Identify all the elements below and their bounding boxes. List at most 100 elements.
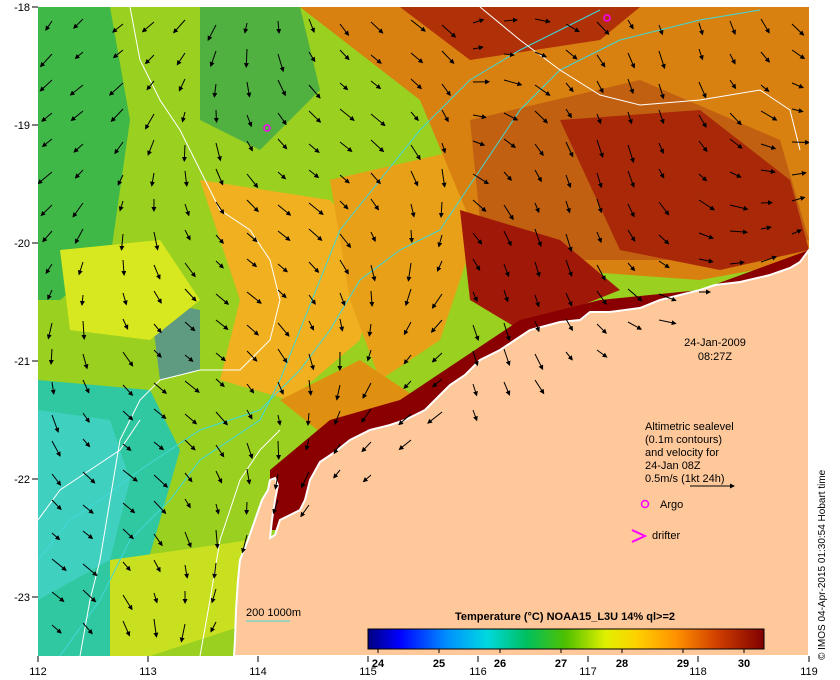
velocity-arrow [760, 110, 778, 121]
velocity-arrow [40, 204, 53, 217]
velocity-arrow [791, 229, 803, 235]
velocity-arrow [729, 20, 736, 35]
velocity-arrow [565, 141, 574, 158]
velocity-arrow [51, 440, 61, 457]
velocity-arrow [215, 234, 224, 244]
velocity-arrow [729, 204, 749, 211]
velocity-arrow [441, 83, 451, 97]
velocity-arrow [112, 49, 124, 59]
velocity-arrow [503, 79, 523, 87]
velocity-arrow [565, 318, 573, 332]
velocity-arrow [441, 50, 455, 65]
velocity-arrow [760, 18, 770, 34]
velocity-arrow [370, 231, 376, 242]
velocity-arrow [698, 81, 707, 99]
velocity-arrow [153, 500, 167, 515]
velocity-arrow [698, 140, 708, 153]
velocity-arrow [300, 504, 310, 518]
velocity-arrow [503, 138, 516, 149]
velocity-arrow [277, 171, 287, 180]
velocity-arrow [436, 260, 443, 272]
velocity-arrow [403, 321, 412, 336]
velocity-arrow [74, 51, 84, 60]
velocity-arrow [658, 109, 665, 125]
velocity-arrow [369, 290, 375, 307]
velocity-arrow [361, 408, 372, 423]
velocity-arrow [339, 174, 350, 184]
velocity-arrow [122, 502, 136, 514]
velocity-arrow [441, 24, 457, 38]
lat-tick-label: -20 [14, 238, 30, 250]
velocity-arrow [272, 499, 279, 515]
velocity-arrow [367, 323, 373, 337]
velocity-arrow [698, 258, 714, 264]
velocity-arrow [277, 53, 285, 73]
velocity-arrow [534, 228, 542, 247]
lat-tick-label: -23 [14, 592, 30, 604]
velocity-arrow [114, 141, 124, 155]
velocity-arrow [122, 443, 132, 451]
velocity-arrow [51, 473, 62, 486]
velocity-arrow [596, 80, 604, 94]
velocity-legend: Altimetric sealevel (0.1m contours) and … [246, 421, 735, 622]
velocity-arrow [215, 503, 220, 515]
velocity-arrow [277, 79, 286, 97]
velocity-arrow [277, 289, 287, 299]
velocity-arrow [42, 230, 53, 243]
velocity-arrow [596, 323, 607, 334]
velocity-arrow [181, 111, 186, 123]
velocity-arrow [565, 233, 573, 253]
velocity-arrow [503, 17, 518, 23]
velocity-arrow [82, 563, 98, 577]
velocity-arrow [153, 533, 163, 547]
velocity-arrow [246, 258, 258, 268]
velocity-arrow [406, 262, 412, 282]
velocity-arrow [176, 52, 186, 66]
velocity-arrow [212, 83, 218, 98]
velocity-arrow [565, 174, 572, 189]
velocity-arrow [82, 504, 94, 514]
velocity-arrow [698, 199, 715, 211]
velocity-arrow [277, 381, 284, 395]
velocity-arrow [534, 353, 544, 371]
velocity-arrow [627, 52, 636, 69]
velocity-arrow [38, 171, 53, 185]
velocity-arrow [243, 48, 249, 68]
velocity-arrow [441, 109, 449, 123]
velocity-arrow [122, 410, 134, 421]
velocity-arrow [370, 172, 381, 185]
colorbar-tick-label: 26 [494, 658, 506, 670]
lon-tick-label: 116 [469, 666, 487, 678]
velocity-arrow [658, 24, 664, 36]
velocity-arrow [627, 321, 643, 330]
velocity-arrow [658, 50, 666, 70]
velocity-arrow [339, 108, 355, 121]
velocity-arrow [215, 293, 230, 305]
velocity-arrow [791, 196, 806, 202]
lat-tick-label: -19 [14, 120, 30, 132]
velocity-arrow [658, 83, 665, 100]
velocity-arrow [308, 143, 320, 154]
velocity-arrow [410, 78, 422, 90]
legend-line-5: 0.5m/s (1kt 24h) [645, 473, 724, 485]
velocity-arrow [339, 82, 349, 91]
velocity-arrow [214, 529, 220, 549]
velocity-arrow [276, 414, 282, 426]
velocity-arrow [215, 470, 223, 484]
colorbar-tick-label: 29 [677, 658, 689, 670]
colorbar: Temperature (°C) NOAA15_L3U 14% ql>=2 24… [367, 611, 765, 670]
velocity-arrow [596, 172, 603, 189]
velocity-arrow [627, 229, 636, 242]
lon-tick-label: 112 [29, 666, 47, 678]
velocity-arrow [51, 499, 62, 511]
velocity-arrow [246, 383, 255, 394]
velocity-arrow [729, 229, 748, 235]
velocity-arrow [339, 141, 353, 152]
velocity-arrow [503, 230, 512, 247]
velocity-arrow [596, 290, 607, 305]
velocity-arrow [246, 324, 259, 336]
velocity-arrow [410, 170, 419, 187]
velocity-arrow [153, 441, 165, 451]
velocity-arrow [339, 23, 350, 36]
velocity-arrow [153, 382, 167, 394]
